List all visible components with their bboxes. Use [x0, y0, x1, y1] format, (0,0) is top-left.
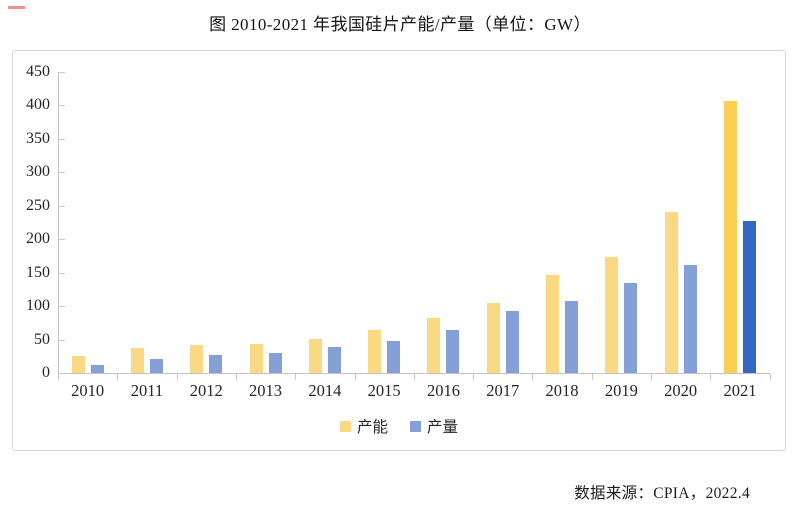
- x-axis-category-label: 2019: [604, 381, 638, 400]
- legend-swatch-icon: [410, 420, 421, 432]
- y-axis-tick: [59, 373, 65, 374]
- y-axis-tick-label: 0: [42, 364, 50, 381]
- x-axis-tick: [651, 374, 652, 380]
- production-bar-2019: [624, 283, 638, 373]
- x-axis-tick: [532, 374, 534, 380]
- y-axis-tick: [59, 72, 65, 73]
- y-axis-tick-label: 150: [26, 263, 50, 281]
- y-axis-tick: [59, 205, 65, 207]
- x-axis-category-label: 2020: [664, 381, 698, 400]
- y-axis-tick-label: 50: [34, 330, 50, 348]
- legend-item-production: 产量: [410, 415, 458, 437]
- x-axis-tick: [413, 374, 415, 380]
- x-axis-category-label: 2013: [249, 381, 283, 400]
- legend-label: 产能: [356, 419, 388, 436]
- production-bar-2017: [505, 311, 519, 373]
- red-dash-mark: [8, 6, 25, 9]
- y-axis-tick: [59, 138, 65, 140]
- x-axis-category-label: 2012: [189, 381, 223, 400]
- x-axis-tick: [58, 374, 59, 380]
- production-bar-2020: [683, 265, 697, 373]
- production-bar-2013: [268, 353, 282, 373]
- y-axis-line: [58, 72, 59, 373]
- production-bar-2012: [209, 355, 223, 373]
- capacity-bar-2021: [723, 101, 737, 373]
- x-axis-line: [58, 373, 770, 374]
- y-axis-tick-label: 250: [26, 196, 50, 214]
- x-axis-tick: [769, 374, 771, 380]
- y-axis-tick: [59, 339, 65, 341]
- y-axis-tick: [59, 306, 65, 308]
- x-axis-category-label: 2021: [723, 381, 757, 400]
- production-bar-2016: [446, 330, 460, 373]
- production-bar-2010: [90, 365, 104, 373]
- y-axis-tick-label: 450: [26, 63, 50, 80]
- capacity-bar-2020: [664, 212, 678, 373]
- x-axis-category-label: 2015: [367, 381, 401, 400]
- capacity-bar-2012: [190, 345, 204, 373]
- x-axis-tick: [235, 374, 237, 380]
- y-axis-tick-label: 300: [26, 163, 50, 181]
- x-axis-category-label: 2018: [545, 381, 579, 400]
- chart-area: 0 50 100 150 200 250 300 350 400 450 2010 2011 2012 2…: [12, 50, 786, 451]
- production-bar-2021: [742, 221, 756, 373]
- chart-legend: 产能 产量: [13, 415, 785, 437]
- x-axis-tick: [117, 374, 119, 380]
- capacity-bar-2013: [249, 344, 263, 373]
- x-axis-category-label: 2017: [486, 381, 520, 400]
- x-axis-tick: [295, 374, 297, 380]
- y-axis-tick: [59, 272, 65, 274]
- y-axis-tick-label: 350: [26, 129, 50, 147]
- legend-swatch-icon: [339, 420, 351, 432]
- y-axis-tick: [59, 105, 65, 107]
- data-source-note: 数据来源：CPIA，2022.4: [574, 485, 750, 502]
- production-bar-2018: [565, 301, 579, 373]
- legend-label: 产量: [427, 419, 459, 436]
- production-bar-2011: [149, 359, 163, 373]
- capacity-bar-2018: [546, 275, 560, 373]
- y-axis-tick-label: 200: [26, 230, 50, 248]
- capacity-bar-2010: [71, 356, 85, 373]
- capacity-bar-2017: [486, 303, 500, 373]
- x-axis-category-label: 2010: [71, 381, 105, 400]
- x-axis-tick: [591, 374, 593, 380]
- capacity-bar-2015: [368, 330, 382, 373]
- y-axis-tick-label: 100: [26, 297, 50, 315]
- x-axis-tick: [710, 374, 712, 380]
- x-axis-tick: [354, 374, 356, 380]
- capacity-bar-2011: [130, 348, 144, 373]
- legend-item-capacity: 产能: [339, 415, 388, 437]
- y-axis-tick-label: 400: [26, 96, 50, 114]
- plot-area: 0 50 100 150 200 250 300 350 400 450 2010 2011 2012 2…: [13, 51, 785, 450]
- x-axis-tick: [176, 374, 178, 380]
- x-axis-category-label: 2014: [308, 381, 342, 400]
- y-axis-tick: [59, 239, 65, 241]
- x-axis-tick: [473, 374, 475, 380]
- chart-title: 图 2010-2021 年我国硅片产能/产量（单位：GW）: [209, 15, 591, 34]
- production-bar-2015: [387, 341, 401, 373]
- x-axis-category-label: 2016: [426, 381, 460, 400]
- capacity-bar-2019: [605, 257, 619, 373]
- capacity-bar-2016: [427, 318, 441, 373]
- y-axis-tick: [59, 172, 65, 174]
- x-axis-category-label: 2011: [130, 381, 164, 400]
- capacity-bar-2014: [308, 339, 322, 373]
- production-bar-2014: [327, 347, 341, 373]
